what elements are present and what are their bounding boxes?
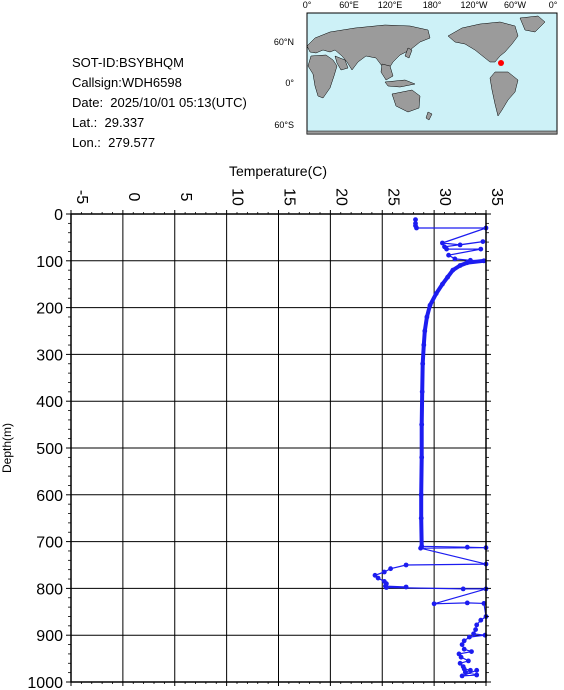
data-point bbox=[446, 252, 451, 258]
data-point bbox=[478, 617, 484, 623]
map-label-0w: 0° bbox=[549, 0, 558, 10]
y-tick-label: 0 bbox=[54, 207, 63, 224]
data-point bbox=[471, 631, 476, 637]
data-point bbox=[457, 660, 463, 666]
x-tick-label: 10 bbox=[229, 188, 246, 206]
data-point bbox=[440, 240, 445, 246]
y-tick-label: 300 bbox=[36, 347, 63, 364]
data-point bbox=[388, 566, 393, 572]
data-point bbox=[444, 246, 449, 252]
y-tick-label: 400 bbox=[36, 394, 63, 411]
map-left-labels: 60°N 0° 60°S bbox=[274, 37, 295, 130]
land-antarctica bbox=[306, 130, 558, 135]
x-tick-label: 5 bbox=[177, 193, 194, 202]
y-tick-label: 800 bbox=[36, 581, 63, 598]
x-tick-label: 0 bbox=[125, 193, 142, 202]
data-point bbox=[469, 649, 474, 654]
data-point bbox=[468, 667, 473, 673]
data-point bbox=[473, 627, 478, 632]
data-point bbox=[466, 658, 471, 664]
y-tick-label: 600 bbox=[36, 488, 63, 505]
callsign-label: Callsign:WDH6598 bbox=[72, 75, 182, 90]
data-point bbox=[459, 673, 465, 679]
main-profile-band bbox=[419, 258, 485, 547]
latitude-label: Lat.: 29.337 bbox=[72, 115, 145, 130]
data-point bbox=[481, 601, 487, 606]
data-point bbox=[474, 622, 480, 628]
land-japan bbox=[404, 47, 413, 59]
land-africa bbox=[307, 54, 338, 99]
map-label-180: 180° bbox=[423, 0, 442, 10]
data-point bbox=[467, 634, 472, 640]
x-tick-label: 35 bbox=[488, 188, 505, 206]
data-point bbox=[461, 638, 467, 644]
data-point bbox=[381, 569, 387, 575]
map-label-60e: 60°E bbox=[339, 0, 359, 10]
y-tick-label: 900 bbox=[36, 628, 63, 645]
land-indonesia bbox=[384, 79, 416, 88]
map-label-60s: 60°S bbox=[274, 120, 294, 130]
chart-grid bbox=[71, 214, 486, 682]
y-tick-label: 200 bbox=[36, 301, 63, 318]
data-point bbox=[418, 545, 423, 551]
map-label-120e: 120°E bbox=[378, 0, 403, 10]
data-point bbox=[459, 642, 465, 647]
y-axis-title: Depth(m) bbox=[0, 423, 14, 473]
x-tick-label: 20 bbox=[332, 188, 349, 206]
data-point bbox=[460, 586, 466, 592]
sot-id-label: SOT-ID:BSYBHQM bbox=[72, 55, 184, 70]
x-axis-title: Temperature(C) bbox=[229, 163, 327, 179]
map-label-equator: 0° bbox=[285, 78, 294, 88]
data-point bbox=[452, 256, 458, 262]
data-point bbox=[464, 600, 470, 606]
map-top-labels: 0° 60°E 120°E 180° 120°W 60°W 0° bbox=[303, 0, 558, 10]
map-label-0e: 0° bbox=[303, 0, 312, 10]
longitude-label: Lon.: 279.577 bbox=[72, 135, 156, 150]
data-point bbox=[414, 225, 419, 231]
land-indochina bbox=[380, 63, 394, 81]
data-point bbox=[372, 572, 378, 578]
data-point bbox=[474, 672, 480, 678]
x-tick-label: 25 bbox=[384, 188, 401, 206]
x-tick-label: 30 bbox=[436, 188, 453, 206]
chart-axes: -5 0 5 10 15 20 25 30 35 0 100 200 300 400 500 600 700 80… bbox=[27, 188, 505, 690]
date-label: Date: 2025/10/01 05:13(UTC) bbox=[72, 95, 247, 110]
x-tick-label: -5 bbox=[73, 190, 90, 204]
map-label-60n: 60°N bbox=[274, 37, 294, 47]
x-tick-label: 15 bbox=[281, 188, 298, 206]
data-point bbox=[461, 646, 467, 652]
data-point bbox=[384, 585, 389, 590]
data-point bbox=[474, 667, 480, 673]
data-point bbox=[478, 246, 484, 252]
data-point bbox=[458, 654, 464, 660]
land-greenland bbox=[519, 15, 546, 33]
land-north-america bbox=[447, 21, 519, 63]
y-tick-label: 500 bbox=[36, 441, 63, 458]
land-new-zealand bbox=[425, 111, 433, 121]
location-map: 0° 60°E 120°E 180° 120°W 60°W 0° 60°N 0°… bbox=[274, 0, 558, 135]
y-tick-label: 1000 bbox=[27, 675, 63, 690]
land-australia bbox=[391, 89, 421, 113]
data-point bbox=[480, 239, 486, 245]
map-label-60w: 60°W bbox=[504, 0, 527, 10]
data-point bbox=[403, 584, 409, 590]
data-point bbox=[431, 601, 437, 607]
y-tick-label: 100 bbox=[36, 254, 63, 271]
map-label-120w: 120°W bbox=[460, 0, 488, 10]
data-point bbox=[457, 242, 463, 248]
land-south-america bbox=[489, 71, 519, 117]
data-point bbox=[413, 217, 418, 223]
land-arabia bbox=[334, 55, 349, 71]
map-land bbox=[306, 15, 558, 135]
y-tick-label: 700 bbox=[36, 535, 63, 552]
location-marker bbox=[498, 60, 504, 66]
data-point bbox=[464, 544, 470, 550]
data-point bbox=[403, 562, 409, 568]
data-point bbox=[462, 669, 468, 675]
data-point bbox=[375, 575, 381, 581]
